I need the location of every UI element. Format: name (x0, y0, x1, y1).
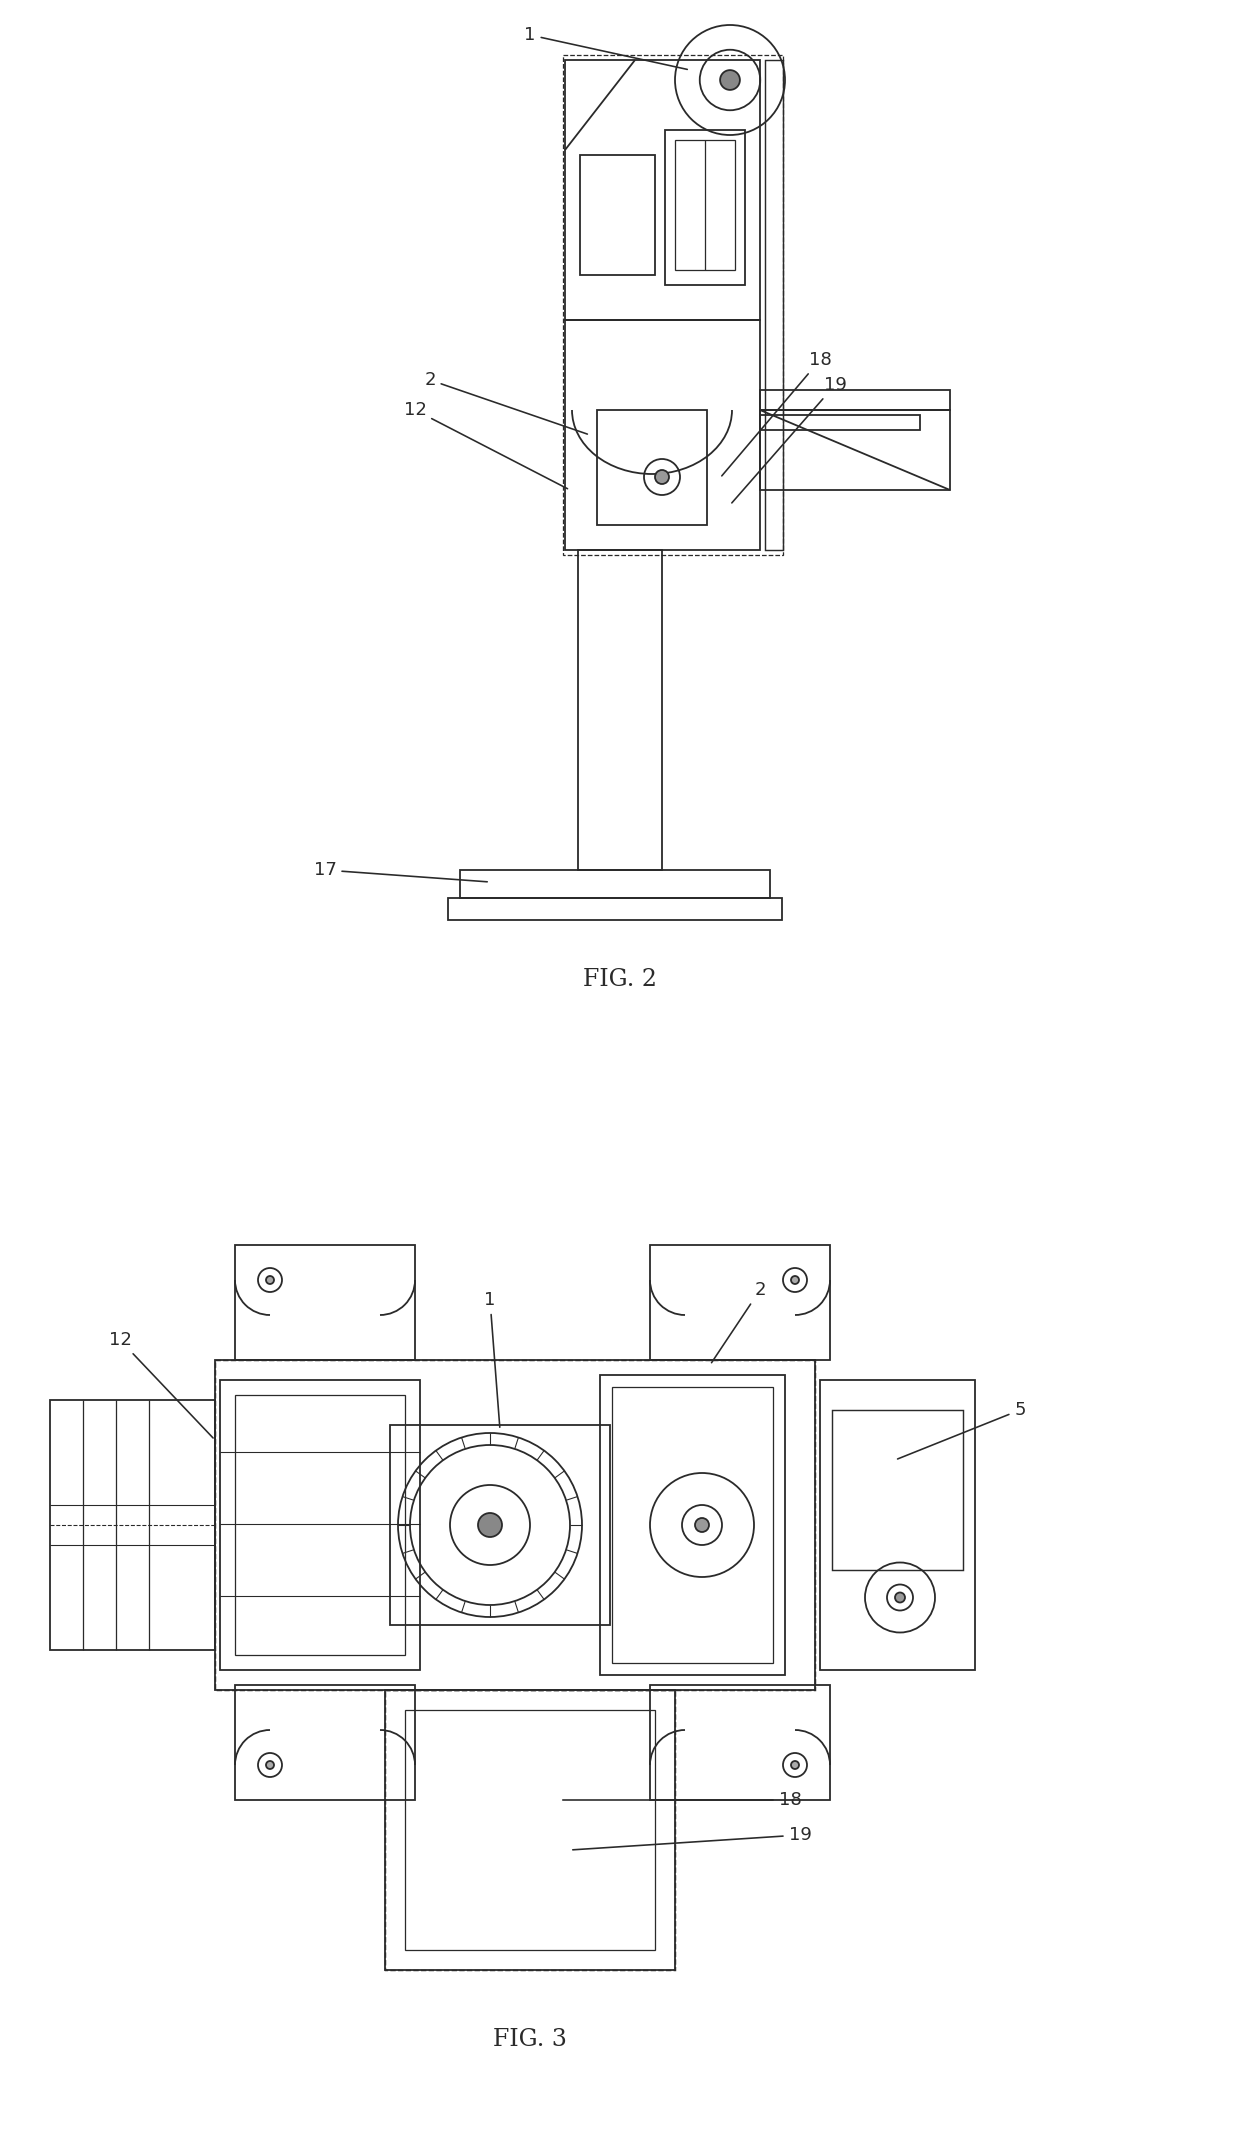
Text: 19: 19 (573, 1825, 811, 1849)
Bar (215, 1361, 815, 1691)
Bar (563, 56, 782, 554)
Text: 5: 5 (898, 1402, 1025, 1459)
Bar (832, 1410, 963, 1569)
Bar (650, 1684, 830, 1800)
Bar (760, 389, 950, 411)
Text: 18: 18 (722, 351, 831, 475)
Bar (236, 1395, 405, 1654)
Bar (391, 1425, 610, 1624)
Bar (565, 60, 760, 321)
Bar (215, 1361, 815, 1691)
Bar (565, 321, 760, 550)
Bar (448, 899, 782, 920)
Bar (580, 154, 655, 276)
Circle shape (655, 471, 670, 484)
Bar (600, 1376, 785, 1676)
Bar (219, 1380, 420, 1669)
Text: 1: 1 (525, 26, 687, 68)
Bar (613, 1387, 773, 1663)
Text: 18: 18 (563, 1791, 801, 1808)
Circle shape (477, 1513, 502, 1537)
Bar (405, 1710, 655, 1950)
Bar (50, 1400, 215, 1650)
Circle shape (694, 1517, 709, 1532)
Circle shape (720, 71, 740, 90)
Bar (820, 1380, 975, 1669)
Text: 12: 12 (403, 400, 568, 488)
Bar (384, 1691, 675, 1971)
Bar (236, 1245, 415, 1361)
Bar (765, 60, 782, 550)
Text: 17: 17 (314, 860, 487, 882)
Text: FIG. 2: FIG. 2 (583, 969, 657, 991)
Bar (650, 1245, 830, 1361)
Bar (236, 1684, 415, 1800)
Bar (675, 139, 735, 270)
Bar (384, 1691, 675, 1971)
Text: 2: 2 (424, 370, 588, 434)
Text: 12: 12 (109, 1331, 213, 1438)
Text: 2: 2 (712, 1282, 766, 1363)
Text: FIG. 3: FIG. 3 (494, 2029, 567, 2052)
Circle shape (267, 1761, 274, 1770)
Circle shape (791, 1275, 799, 1284)
Circle shape (895, 1592, 905, 1603)
Circle shape (791, 1761, 799, 1770)
Bar (578, 550, 662, 871)
Bar (665, 131, 745, 285)
Bar (596, 411, 707, 524)
Text: 19: 19 (732, 377, 847, 503)
Bar (760, 415, 920, 430)
Text: 1: 1 (485, 1290, 500, 1427)
Circle shape (267, 1275, 274, 1284)
Bar (460, 871, 770, 899)
